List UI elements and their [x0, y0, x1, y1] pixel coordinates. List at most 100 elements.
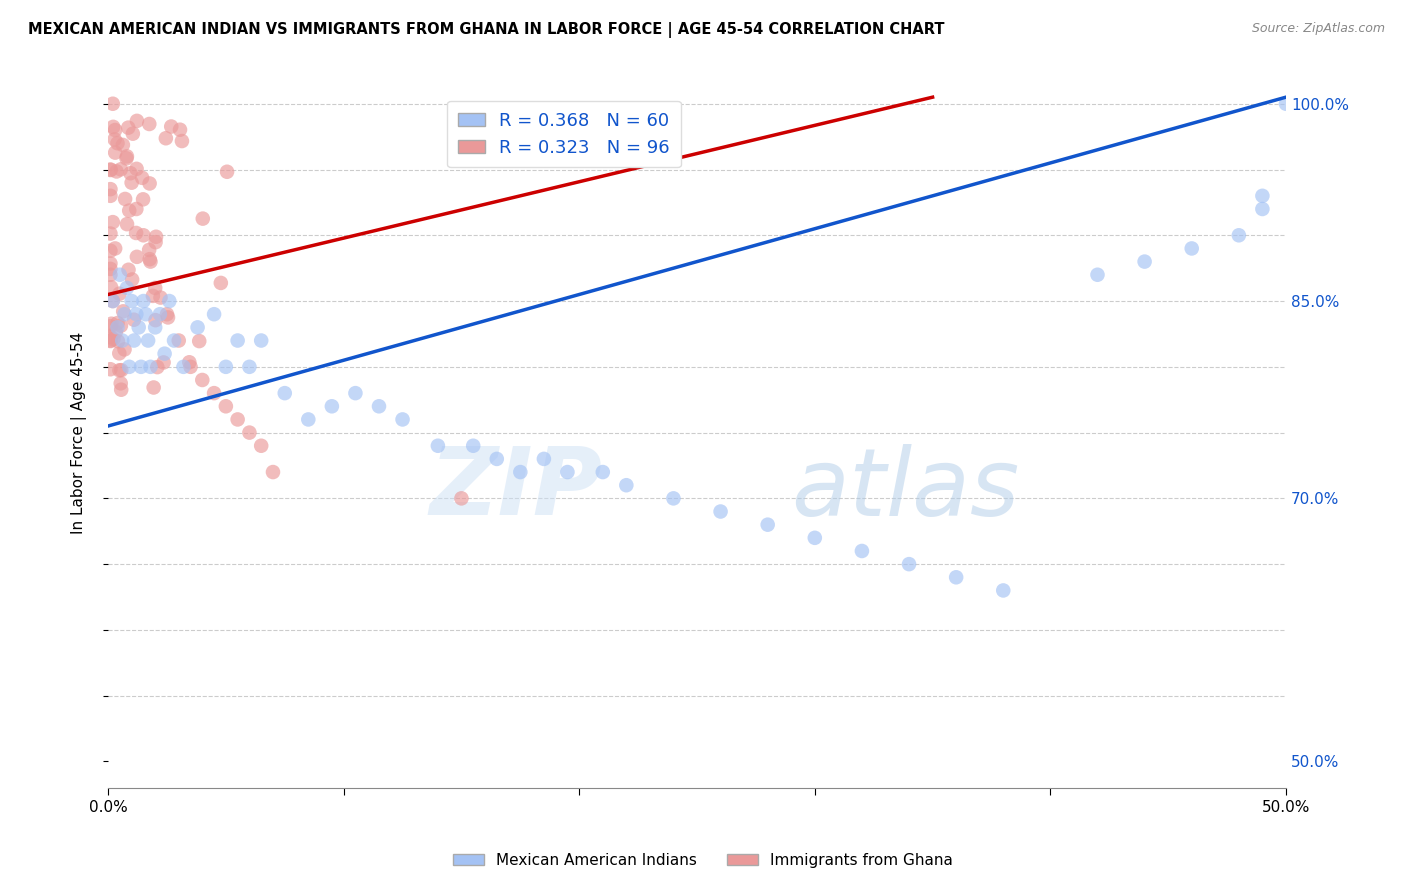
- Point: [238, 425, 260, 440]
- Point: [1251, 189, 1274, 203]
- Point: [100, 268, 122, 282]
- Point: [274, 386, 297, 401]
- Point: [115, 152, 138, 166]
- Point: [117, 262, 139, 277]
- Point: [188, 334, 211, 348]
- Point: [111, 334, 134, 348]
- Point: [463, 439, 485, 453]
- Point: [104, 145, 127, 160]
- Text: Source: ZipAtlas.com: Source: ZipAtlas.com: [1251, 22, 1385, 36]
- Point: [321, 399, 343, 413]
- Point: [112, 304, 135, 318]
- Point: [101, 96, 124, 111]
- Point: [132, 192, 155, 206]
- Point: [100, 317, 122, 331]
- Point: [121, 294, 143, 309]
- Point: [163, 334, 186, 348]
- Point: [132, 228, 155, 243]
- Point: [149, 307, 172, 321]
- Point: [125, 250, 148, 264]
- Text: ZIP: ZIP: [430, 443, 603, 535]
- Point: [592, 465, 614, 479]
- Point: [756, 517, 779, 532]
- Point: [118, 359, 141, 374]
- Point: [1275, 96, 1298, 111]
- Point: [125, 202, 148, 216]
- Text: MEXICAN AMERICAN INDIAN VS IMMIGRANTS FROM GHANA IN LABOR FORCE | AGE 45-54 CORR: MEXICAN AMERICAN INDIAN VS IMMIGRANTS FR…: [28, 22, 945, 38]
- Point: [101, 294, 124, 309]
- Point: [104, 132, 127, 146]
- Point: [105, 164, 128, 178]
- Point: [391, 412, 413, 426]
- Point: [117, 120, 139, 135]
- Point: [368, 399, 391, 413]
- Point: [138, 177, 160, 191]
- Point: [121, 272, 143, 286]
- Point: [104, 123, 127, 137]
- Point: [132, 294, 155, 309]
- Point: [135, 307, 157, 321]
- Point: [143, 281, 166, 295]
- Point: [202, 386, 225, 401]
- Point: [202, 307, 225, 321]
- Point: [297, 412, 319, 426]
- Point: [100, 280, 122, 294]
- Point: [122, 312, 145, 326]
- Point: [155, 131, 177, 145]
- Point: [1087, 268, 1109, 282]
- Point: [226, 412, 249, 426]
- Point: [146, 360, 169, 375]
- Point: [120, 166, 142, 180]
- Point: [107, 136, 129, 151]
- Point: [262, 465, 284, 479]
- Point: [108, 268, 131, 282]
- Point: [107, 320, 129, 334]
- Point: [344, 386, 367, 401]
- Point: [110, 318, 132, 333]
- Point: [145, 313, 167, 327]
- Point: [100, 227, 122, 241]
- Point: [125, 307, 148, 321]
- Point: [139, 359, 162, 374]
- Point: [426, 439, 449, 453]
- Point: [709, 504, 731, 518]
- Legend: Mexican American Indians, Immigrants from Ghana: Mexican American Indians, Immigrants fro…: [447, 847, 959, 873]
- Point: [110, 376, 132, 391]
- Point: [114, 343, 136, 357]
- Point: [156, 310, 179, 325]
- Point: [121, 127, 143, 141]
- Point: [122, 334, 145, 348]
- Legend: R = 0.368   N = 60, R = 0.323   N = 96: R = 0.368 N = 60, R = 0.323 N = 96: [447, 101, 681, 168]
- Point: [851, 544, 873, 558]
- Point: [125, 226, 148, 240]
- Point: [103, 332, 125, 346]
- Point: [129, 359, 152, 374]
- Point: [898, 557, 921, 571]
- Point: [191, 373, 214, 387]
- Point: [100, 163, 122, 178]
- Point: [111, 137, 134, 152]
- Point: [187, 320, 209, 334]
- Point: [167, 334, 190, 348]
- Point: [114, 307, 136, 321]
- Point: [108, 286, 131, 301]
- Point: [250, 334, 273, 348]
- Point: [1181, 242, 1204, 256]
- Point: [170, 134, 193, 148]
- Point: [101, 294, 124, 309]
- Point: [100, 182, 122, 196]
- Point: [250, 439, 273, 453]
- Point: [557, 465, 579, 479]
- Point: [125, 114, 148, 128]
- Point: [485, 451, 508, 466]
- Point: [226, 334, 249, 348]
- Point: [110, 383, 132, 397]
- Point: [107, 316, 129, 330]
- Point: [100, 244, 122, 258]
- Point: [115, 281, 138, 295]
- Point: [110, 363, 132, 377]
- Point: [169, 122, 191, 136]
- Point: [180, 359, 202, 374]
- Point: [100, 362, 122, 376]
- Point: [100, 189, 122, 203]
